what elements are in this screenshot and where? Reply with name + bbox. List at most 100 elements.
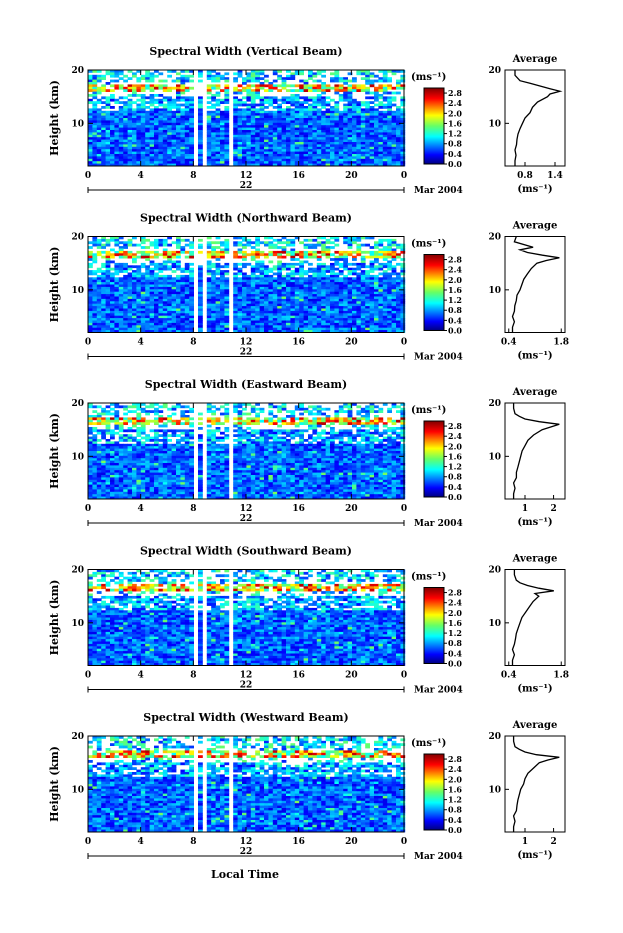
heatmap-cell: [304, 108, 309, 111]
heatmap-cell: [211, 128, 216, 131]
heatmap-cell: [251, 94, 256, 97]
heatmap-cell: [167, 294, 172, 297]
heatmap-cell: [172, 140, 177, 143]
heatmap-cell: [290, 77, 295, 80]
heatmap-cell: [343, 82, 348, 85]
heatmap-cell: [312, 152, 317, 155]
heatmap-cell: [295, 301, 300, 304]
heatmap-cell: [308, 239, 313, 242]
heatmap-cell: [251, 159, 256, 162]
heatmap-cell: [312, 282, 317, 285]
heatmap-cell: [141, 94, 146, 97]
heatmap-cell: [128, 156, 133, 159]
heatmap-cell: [246, 135, 251, 138]
heatmap-cell: [180, 282, 185, 285]
heatmap-cell: [356, 130, 361, 133]
heatmap-cell: [198, 246, 203, 249]
heatmap-cell: [317, 123, 322, 126]
heatmap-cell: [286, 277, 291, 280]
heatmap-cell: [348, 137, 353, 140]
heatmap-cell: [326, 132, 331, 135]
heatmap-cell: [106, 96, 111, 99]
heatmap-cell: [352, 104, 357, 107]
heatmap-cell: [101, 410, 106, 413]
heatmap-cell: [343, 99, 348, 102]
heatmap-cell: [114, 316, 119, 319]
heatmap-cell: [189, 135, 194, 138]
heatmap-cell: [356, 116, 361, 119]
heatmap-cell: [224, 249, 229, 252]
heatmap-cell: [361, 125, 366, 128]
heatmap-cell: [396, 161, 401, 164]
heatmap-cell: [207, 270, 212, 273]
heatmap-cell: [128, 280, 133, 283]
heatmap-cell: [308, 316, 313, 319]
heatmap-cell: [317, 282, 322, 285]
heatmap-cell: [207, 111, 212, 114]
heatmap-cell: [299, 292, 304, 295]
heatmap-cell: [268, 82, 273, 85]
heatmap-cell: [136, 154, 141, 157]
heatmap-cell: [365, 154, 370, 157]
heatmap-cell: [136, 147, 141, 150]
heatmap-cell: [348, 87, 353, 90]
heatmap-cell: [176, 128, 181, 131]
heatmap-cell: [216, 292, 221, 295]
heatmap-cell: [141, 101, 146, 104]
heatmap-cell: [339, 135, 344, 138]
heatmap-cell: [145, 299, 150, 302]
heatmap-cell: [132, 87, 137, 90]
heatmap-cell: [92, 84, 97, 87]
heatmap-cell: [176, 161, 181, 164]
heatmap-cell: [150, 285, 155, 288]
heatmap-cell: [198, 96, 203, 99]
heatmap-cell: [158, 299, 163, 302]
heatmap-cell: [282, 265, 287, 268]
heatmap-cell: [88, 258, 93, 261]
heatmap-cell: [277, 140, 282, 143]
heatmap-cell: [119, 161, 124, 164]
heatmap-cell: [211, 99, 216, 102]
heatmap-cell: [352, 294, 357, 297]
heatmap-cell: [383, 125, 388, 128]
heatmap-cell: [154, 120, 159, 123]
heatmap-cell: [387, 104, 392, 107]
heatmap-cell: [154, 239, 159, 242]
heatmap-cell: [356, 142, 361, 145]
heatmap-cell: [348, 282, 353, 285]
heatmap-cell: [286, 99, 291, 102]
heatmap-cell: [110, 261, 115, 264]
heatmap-cell: [308, 111, 313, 114]
heatmap-cell: [317, 128, 322, 131]
heatmap-cell: [260, 287, 265, 290]
heatmap-cell: [141, 304, 146, 307]
heatmap-cell: [321, 89, 326, 92]
heatmap-cell: [97, 154, 102, 157]
heatmap-cell: [216, 280, 221, 283]
heatmap-cell: [348, 306, 353, 309]
heatmap-cell: [167, 275, 172, 278]
heatmap-cell: [176, 137, 181, 140]
heatmap-cell: [88, 140, 93, 143]
heatmap-cell: [163, 130, 168, 133]
heatmap-cell: [92, 154, 97, 157]
heatmap-cell: [92, 152, 97, 155]
heatmap-cell: [185, 311, 190, 314]
heatmap-cell: [308, 118, 313, 121]
heatmap-cell: [154, 84, 159, 87]
heatmap-cell: [255, 104, 260, 107]
heatmap-cell: [176, 318, 181, 321]
heatmap-cell: [295, 116, 300, 119]
heatmap-cell: [163, 289, 168, 292]
heatmap-cell: [106, 135, 111, 138]
heatmap-cell: [132, 144, 137, 147]
heatmap-cell: [106, 159, 111, 162]
heatmap-cell: [167, 256, 172, 259]
heatmap-cell: [123, 256, 128, 259]
heatmap-cell: [260, 285, 265, 288]
heatmap-cell: [383, 75, 388, 78]
heatmap-cell: [326, 311, 331, 314]
heatmap-cell: [154, 287, 159, 290]
heatmap-cell: [246, 108, 251, 111]
heatmap-cell: [119, 325, 124, 328]
